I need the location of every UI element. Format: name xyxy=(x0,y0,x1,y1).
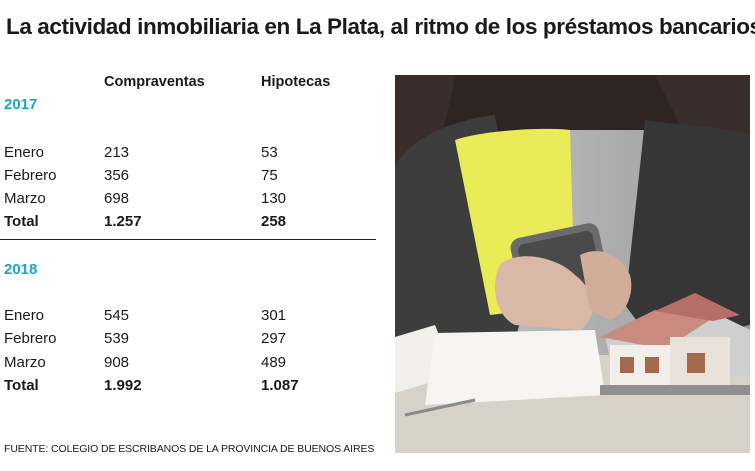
hipotecas-cell: 489 xyxy=(261,354,287,371)
month-cell: Febrero xyxy=(4,167,57,184)
chart-title: La actividad inmobiliaria en La Plata, a… xyxy=(6,14,755,39)
table-row: Marzo 908 489 xyxy=(0,354,376,376)
table-row: Enero 545 301 xyxy=(0,307,376,329)
compraventas-cell: 213 xyxy=(104,144,130,161)
compraventas-cell: 698 xyxy=(104,190,130,207)
photo-illustration xyxy=(395,75,750,453)
total-row: Total 1.257 258 xyxy=(0,213,376,235)
compraventas-cell: 356 xyxy=(104,167,130,184)
hipotecas-cell: 301 xyxy=(261,307,287,324)
hipotecas-cell: 75 xyxy=(261,167,278,184)
total-row: Total 1.992 1.087 xyxy=(0,377,376,399)
table-row: Febrero 539 297 xyxy=(0,330,376,352)
source-note: FUENTE: COLEGIO DE ESCRIBANOS DE LA PROV… xyxy=(4,443,375,455)
month-cell: Enero xyxy=(4,144,45,161)
compraventas-cell: 908 xyxy=(104,354,130,371)
table-row: Marzo 698 130 xyxy=(0,190,376,212)
total-hipotecas: 258 xyxy=(261,213,287,230)
table-row: Febrero 356 75 xyxy=(0,167,376,189)
photo-person-with-house-model xyxy=(395,75,750,453)
hipotecas-cell: 130 xyxy=(261,190,287,207)
hipotecas-cell: 53 xyxy=(261,144,278,161)
month-cell: Febrero xyxy=(4,330,57,347)
group-divider xyxy=(0,239,376,240)
month-cell: Marzo xyxy=(4,190,46,207)
total-label: Total xyxy=(4,377,39,394)
compraventas-cell: 545 xyxy=(104,307,130,324)
total-compraventas: 1.257 xyxy=(104,213,142,230)
column-header-hipotecas: Hipotecas xyxy=(261,74,331,90)
column-header-compraventas: Compraventas xyxy=(104,74,205,90)
month-cell: Enero xyxy=(4,307,45,324)
table-row: Enero 213 53 xyxy=(0,144,376,166)
month-cell: Marzo xyxy=(4,354,46,371)
total-hipotecas: 1.087 xyxy=(261,377,299,394)
year-label-2017: 2017 xyxy=(4,96,38,113)
total-label: Total xyxy=(4,213,39,230)
total-compraventas: 1.992 xyxy=(104,377,142,394)
compraventas-cell: 539 xyxy=(104,330,130,347)
year-label-2018: 2018 xyxy=(4,261,38,278)
hipotecas-cell: 297 xyxy=(261,330,287,347)
